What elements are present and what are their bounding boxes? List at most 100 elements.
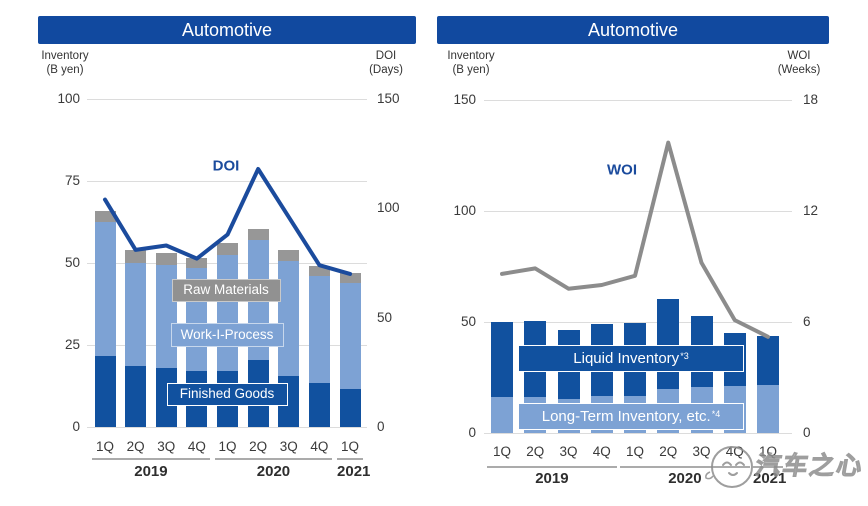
right-axis-tick: 0 [803,425,811,440]
year-label: 2020 [668,470,702,487]
left-axis-tick: 75 [64,173,80,188]
x-tick: 4Q [310,439,329,454]
series-label: Work-I-Process [170,323,284,347]
bar-segment [94,210,116,222]
series-label: Finished Goods [166,382,288,406]
chart-panel-woi: Automotive Inventory (B yen) WOI (Weeks)… [434,0,868,506]
left-axis-tick: 0 [72,419,80,434]
bar-segment [757,336,779,386]
year-label: 2021 [753,470,787,487]
left-axis-tick: 25 [64,337,80,352]
x-tick: 2Q [659,444,678,459]
bar-segment [217,243,239,255]
x-tick: 2Q [126,439,145,454]
gridline [484,432,792,434]
series-label-footnote: *4 [711,408,721,419]
x-tick: 1Q [218,439,237,454]
series-label-text: Raw Materials [183,282,269,298]
bar-segment [278,249,300,262]
x-tick: 2Q [526,444,545,459]
chart-title: Automotive [181,19,273,40]
bar-segment [339,389,361,427]
watermark-face-icon [705,446,753,488]
left-axis-tick: 100 [453,203,476,218]
bar-segment [125,366,147,427]
x-tick: 1Q [95,439,114,454]
left-axis-label: Inventory [41,50,89,62]
x-tick: 1Q [341,439,360,454]
watermark: 汽车之心 [698,436,867,500]
series-label-footnote: *3 [680,350,689,361]
right-axis-tick: 18 [803,92,819,107]
bar-segment [308,382,330,427]
x-tick: 1Q [492,444,511,459]
gridline [87,98,367,100]
chart-title-banner: Automotive [38,16,416,44]
left-axis-sublabel: (B yen) [46,64,84,76]
year-label: 2021 [337,463,371,480]
plot-area: 100 75 50 25 0 150 100 50 0 1Q 2Q 3Q 4Q 1Q 2Q 3Q 4Q 1Q 201… [57,91,400,480]
bar-segment [308,276,330,383]
series-label: Liquid Inventory *3 [518,344,744,372]
bar-segment [94,356,116,427]
right-axis-title: DOI (Days) [351,49,421,77]
watermark-text: 汽车之心 [753,452,867,481]
bar-segment [308,266,330,277]
right-axis-title: WOI (Weeks) [762,49,836,77]
series-label-text: Liquid Inventory [573,349,680,367]
x-tick: 3Q [157,439,176,454]
year-group-line [337,458,364,460]
year-group-line [487,466,617,468]
chart-title-banner: Automotive [437,16,829,44]
bar-segment [339,272,361,283]
year-group-line [753,466,783,468]
series-label: Long-Term Inventory, etc. *4 [518,402,744,430]
bar-segment [757,385,779,433]
bar-segment [491,322,513,398]
chart-panel-doi: Automotive Inventory (B yen) DOI (Days) … [28,16,421,480]
bar-segment [125,263,147,367]
year-label: 2019 [134,463,168,480]
bar-segment [94,222,116,357]
x-tick: 1Q [625,444,644,459]
right-axis-label: WOI [787,50,811,62]
gridline [87,426,367,428]
right-axis-tick: 150 [377,91,400,106]
series-label-text: Long-Term Inventory, etc. [541,407,711,425]
bar-segment [491,397,513,433]
x-tick: 4Q [592,444,611,459]
right-axis-sublabel: (Days) [369,64,403,76]
bar-segment [217,254,239,372]
right-axis-tick: 50 [377,309,393,325]
x-tick: 3Q [692,444,711,459]
right-axis-tick: 6 [803,314,811,329]
year-label: 2019 [535,470,569,487]
line-label: DOI [212,157,240,175]
series-label-text: Work-I-Process [180,327,274,343]
bar-segment [247,228,269,241]
x-tick: 3Q [559,444,578,459]
year-group-line [214,458,333,460]
left-axis-title: Inventory (B yen) [434,49,508,77]
line-label: WOI [607,161,637,179]
left-axis-tick: 50 [460,314,476,329]
right-axis-tick: 100 [377,200,400,216]
right-axis-tick: 12 [803,203,819,218]
x-tick: 3Q [279,439,298,454]
year-group-line [92,458,210,460]
gridline [87,180,367,182]
left-axis-tick: 100 [57,91,80,106]
left-axis-title: Inventory (B yen) [28,49,102,77]
gridline [484,99,792,101]
right-axis-label: DOI [375,50,397,62]
bar-segment [339,282,361,390]
left-axis-tick: 0 [468,425,476,440]
year-group-line [620,466,750,468]
x-tick: 2Q [249,439,268,454]
chart-title: Automotive [587,19,679,40]
plot-area: 150 100 50 0 18 12 6 0 1Q 2Q 3Q 4Q 1Q 2Q 3Q 4Q 1Q 2019 202… [434,0,868,506]
bar-segment [125,249,147,263]
series-label: Raw Materials [171,278,281,302]
left-axis-label: Inventory [447,50,495,62]
